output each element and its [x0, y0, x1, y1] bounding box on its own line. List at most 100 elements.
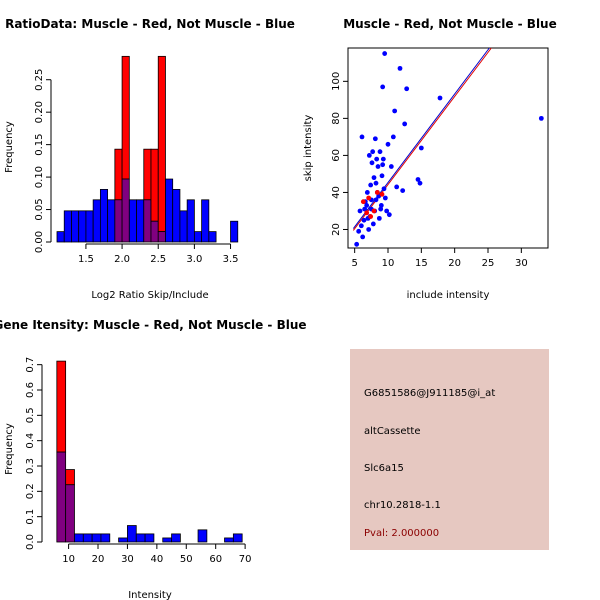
intensity-y-tick-label: 0.6: [25, 382, 36, 398]
scatter-point-not-muscle: [415, 177, 421, 182]
scatter-point-not-muscle: [378, 203, 384, 208]
scatter-y-tick-label: 60: [331, 149, 342, 162]
intensity-x-tick-label: 70: [239, 554, 252, 565]
ratio-bar-not-muscle: [85, 210, 94, 243]
ratio-bar-not-muscle: [193, 231, 203, 243]
intensity-bar-not-muscle: [135, 533, 146, 543]
scatter-point-not-muscle: [373, 197, 379, 203]
scatter-point-not-muscle: [364, 203, 370, 208]
intensity-bar-not-muscle: [197, 529, 208, 543]
scatter-point-not-muscle: [368, 182, 374, 188]
ratio-x-tick-label: 2.5: [150, 254, 166, 265]
scatter-point-not-muscle: [397, 65, 403, 71]
ratio-bar-overlap: [143, 199, 152, 243]
intensity-bar-not-muscle: [127, 525, 137, 543]
scatter-point-not-muscle: [417, 180, 423, 186]
intensity-bar-not-muscle: [232, 533, 243, 543]
scatter-point-not-muscle: [372, 136, 378, 142]
intensity-bars: [56, 360, 243, 543]
scatter-point-not-muscle: [377, 149, 383, 155]
ratio-y-tick-label: 0.00: [34, 231, 45, 253]
scatter-panel: Muscle - Red, Not Muscle - Blue 5 10 15 20 2…: [303, 17, 557, 301]
scatter-point-not-muscle: [380, 156, 386, 162]
scatter-point-not-muscle: [386, 212, 392, 218]
intensity-x-tick-label: 20: [92, 554, 105, 565]
scatter-y-axis-label: skip intensity: [303, 115, 314, 182]
scatter-point-not-muscle: [375, 164, 381, 169]
ratio-bar-not-muscle: [56, 231, 65, 243]
scatter-x-tick-label: 30: [515, 258, 528, 269]
scatter-point-not-muscle: [404, 86, 410, 92]
scatter-point-not-muscle: [400, 188, 406, 193]
scatter-point-muscle: [360, 199, 366, 205]
ratio-bar-not-muscle: [107, 199, 116, 243]
ratio-y-tick-label: 0.15: [34, 133, 45, 155]
scatter-x-axis-label: include intensity: [407, 290, 490, 301]
ratio-bar-muscle: [150, 148, 159, 222]
intensity-bar-not-muscle: [91, 533, 102, 543]
ratio-bar-not-muscle: [201, 199, 210, 243]
ratio-bar-muscle: [114, 148, 123, 201]
scatter-point-not-muscle: [370, 149, 376, 155]
intensity-x-tick-label: 50: [180, 554, 193, 565]
intensity-bar-overlap: [56, 451, 67, 543]
scatter-point-not-muscle: [390, 134, 396, 140]
intensity-y-tick-label: 0.2: [25, 483, 36, 499]
scatter-y-tick-label: 100: [331, 72, 342, 91]
ratio-bar-overlap: [157, 231, 166, 243]
ratio-bar-not-muscle: [71, 210, 80, 243]
ratio-bar-muscle: [157, 55, 166, 233]
ratio-bar-overlap: [150, 220, 159, 243]
ratio-bar-muscle: [143, 148, 152, 201]
scatter-x-tick-label: 20: [448, 258, 461, 269]
scatter-point-not-muscle: [354, 241, 360, 247]
scatter-point-not-muscle: [378, 206, 384, 212]
intensity-y-tick-label: 0.3: [25, 458, 36, 474]
scatter-y-tick-label: 20: [331, 223, 342, 236]
ratio-x-tick-label: 3.0: [186, 254, 202, 265]
intensity-bar-not-muscle: [144, 533, 155, 543]
intensity-x-tick-label: 60: [209, 554, 222, 565]
ratio-x-axis-label: Log2 Ratio Skip/Include: [91, 290, 208, 301]
ratio-y-tick-label: 0.10: [34, 166, 45, 188]
scatter-point-not-muscle: [380, 162, 386, 168]
scatter-chart-title: Muscle - Red, Not Muscle - Blue: [343, 17, 557, 31]
scatter-point-not-muscle: [379, 173, 385, 179]
scatter-point-not-muscle: [364, 190, 370, 195]
intensity-bar-not-muscle: [118, 537, 128, 543]
intensity-axes: 10 20 30 40 50 60 70 0.0 0.1 0.2 0.3 0.4 0.5 0.6 0.7: [25, 357, 251, 565]
intensity-y-tick-label: 0.5: [25, 407, 36, 423]
scatter-axes: 5 10 15 20 25 30 20 40 60 80 100: [331, 72, 528, 269]
scatter-point-not-muscle: [358, 223, 364, 229]
intensity-chart-title: Gene Itensity: Muscle - Red, Not Muscle …: [0, 318, 307, 332]
scatter-point-not-muscle: [384, 208, 390, 214]
ratio-y-tick-label: 0.05: [34, 198, 45, 220]
scatter-point-not-muscle: [366, 227, 372, 232]
ratio-bar-overlap: [121, 178, 130, 243]
scatter-point-muscle: [374, 190, 380, 195]
scatter-point-not-muscle: [362, 206, 368, 212]
info-panel: G6851586@J911185@i_at altCassette Slc6a1…: [350, 349, 549, 550]
scatter-point-not-muscle: [373, 180, 379, 186]
scatter-point-not-muscle: [357, 208, 363, 214]
scatter-point-muscle: [371, 208, 377, 214]
scatter-x-tick-label: 25: [482, 258, 495, 269]
scatter-point-not-muscle: [371, 175, 377, 181]
scatter-point-not-muscle: [361, 217, 367, 223]
ratio-x-tick-label: 1.5: [78, 254, 94, 265]
intensity-x-tick-label: 30: [121, 554, 134, 565]
scatter-point-muscle: [366, 195, 372, 201]
ratio-y-tick-label: 0.25: [34, 69, 45, 91]
intensity-bar-not-muscle: [162, 537, 172, 543]
intensity-y-tick-label: 0.1: [25, 509, 36, 525]
ratio-chart-title: RatioData: Muscle - Red, Not Muscle - Bl…: [5, 17, 295, 31]
scatter-points: [354, 51, 544, 247]
ratio-bar-not-muscle: [186, 199, 195, 243]
ratio-bar-not-muscle: [92, 199, 101, 243]
ratio-bar-not-muscle: [136, 199, 145, 243]
scatter-point-not-muscle: [382, 51, 388, 56]
intensity-bar-not-muscle: [82, 533, 93, 543]
scatter-x-tick-label: 5: [351, 258, 357, 269]
scatter-plot-box: [347, 47, 549, 249]
